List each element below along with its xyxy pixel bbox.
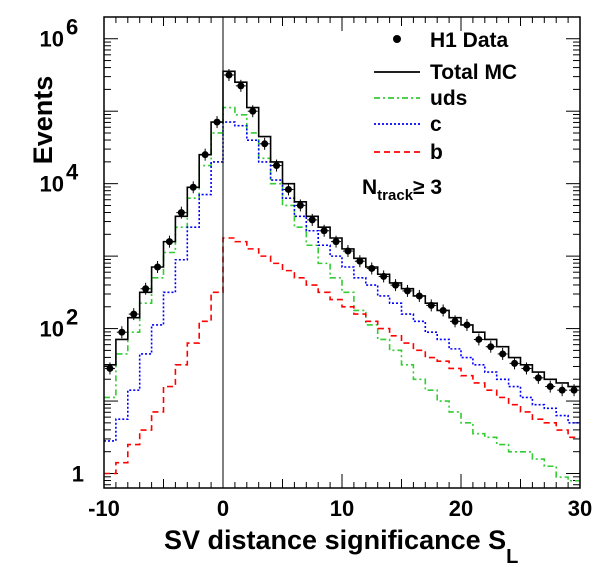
data-point	[356, 257, 364, 265]
data-point	[392, 281, 400, 289]
legend-label-uds: uds	[430, 87, 467, 110]
annotation-rest: ≥ 3	[413, 176, 442, 199]
x-tick-label: 0	[217, 496, 229, 521]
data-point	[225, 71, 233, 79]
data-point	[273, 162, 281, 170]
data-point	[332, 238, 340, 246]
data-point	[261, 140, 269, 148]
data-point	[154, 263, 162, 271]
y-tick-label: 1	[72, 462, 84, 487]
y-tick-label-exponent: 4	[66, 160, 79, 185]
track-multiplicity-annotation: Ntrack≥ 3	[362, 176, 442, 204]
y-tick-label-exponent: 6	[66, 15, 78, 40]
x-tick-label: 20	[449, 496, 473, 521]
plot-frame	[103, 16, 581, 489]
x-tick-label: -10	[88, 496, 120, 521]
data-point	[237, 82, 245, 90]
data-point	[368, 264, 376, 272]
legend-label-c: c	[430, 113, 442, 136]
data-point	[511, 359, 519, 367]
legend-label-h1-data: H1 Data	[430, 29, 509, 52]
x-axis-title: SV distance significance SL	[164, 525, 518, 567]
data-point	[451, 317, 459, 325]
legend-label-b: b	[430, 141, 443, 164]
data-point	[427, 301, 435, 309]
y-tick-label: 10	[40, 172, 64, 197]
data-point	[189, 183, 197, 191]
data-point	[213, 118, 221, 126]
data-point	[130, 310, 138, 318]
data-point	[296, 201, 304, 209]
x-axis-title-main: SV distance significance S	[164, 525, 506, 555]
legend-label-total-mc: Total MC	[430, 61, 517, 84]
data-point	[546, 383, 554, 391]
series-layer	[104, 68, 580, 482]
x-axis-title-sub: L	[506, 546, 518, 567]
data-point	[403, 287, 411, 295]
x-tick-label: 30	[568, 496, 592, 521]
data-point	[344, 247, 352, 255]
data-point	[558, 386, 566, 394]
data-point	[177, 209, 185, 217]
data-point	[439, 306, 447, 314]
data-point	[463, 321, 471, 329]
tick-marks	[103, 17, 581, 488]
data-point	[142, 285, 150, 293]
annotation-main: N	[362, 176, 377, 199]
data-point	[249, 107, 257, 115]
series-uds-histogram	[104, 106, 580, 482]
legend: H1 Data Total MC uds c b	[374, 29, 517, 164]
data-point	[201, 151, 209, 159]
series-total-mc-histogram	[104, 70, 580, 388]
data-point	[308, 216, 316, 224]
data-point	[487, 343, 495, 351]
data-point	[415, 292, 423, 300]
data-point	[380, 272, 388, 280]
data-point	[106, 364, 114, 372]
y-tick-label: 10	[40, 317, 64, 342]
data-point	[165, 238, 173, 246]
legend-marker-h1-data	[393, 35, 401, 43]
series-c-histogram	[104, 121, 580, 442]
x-tick-label: 10	[330, 496, 354, 521]
y-axis-title: Events	[28, 76, 58, 165]
data-point	[320, 227, 328, 235]
data-point	[118, 328, 126, 336]
y-tick-label: 10	[40, 27, 64, 52]
data-point	[570, 386, 578, 394]
data-point	[284, 185, 292, 193]
y-tick-label-exponent: 2	[66, 305, 78, 330]
data-point	[534, 374, 542, 382]
data-point	[499, 350, 507, 358]
annotation-sub: track	[377, 187, 414, 204]
data-point	[522, 364, 530, 372]
series-b-histogram	[104, 237, 580, 475]
data-point	[475, 335, 483, 343]
